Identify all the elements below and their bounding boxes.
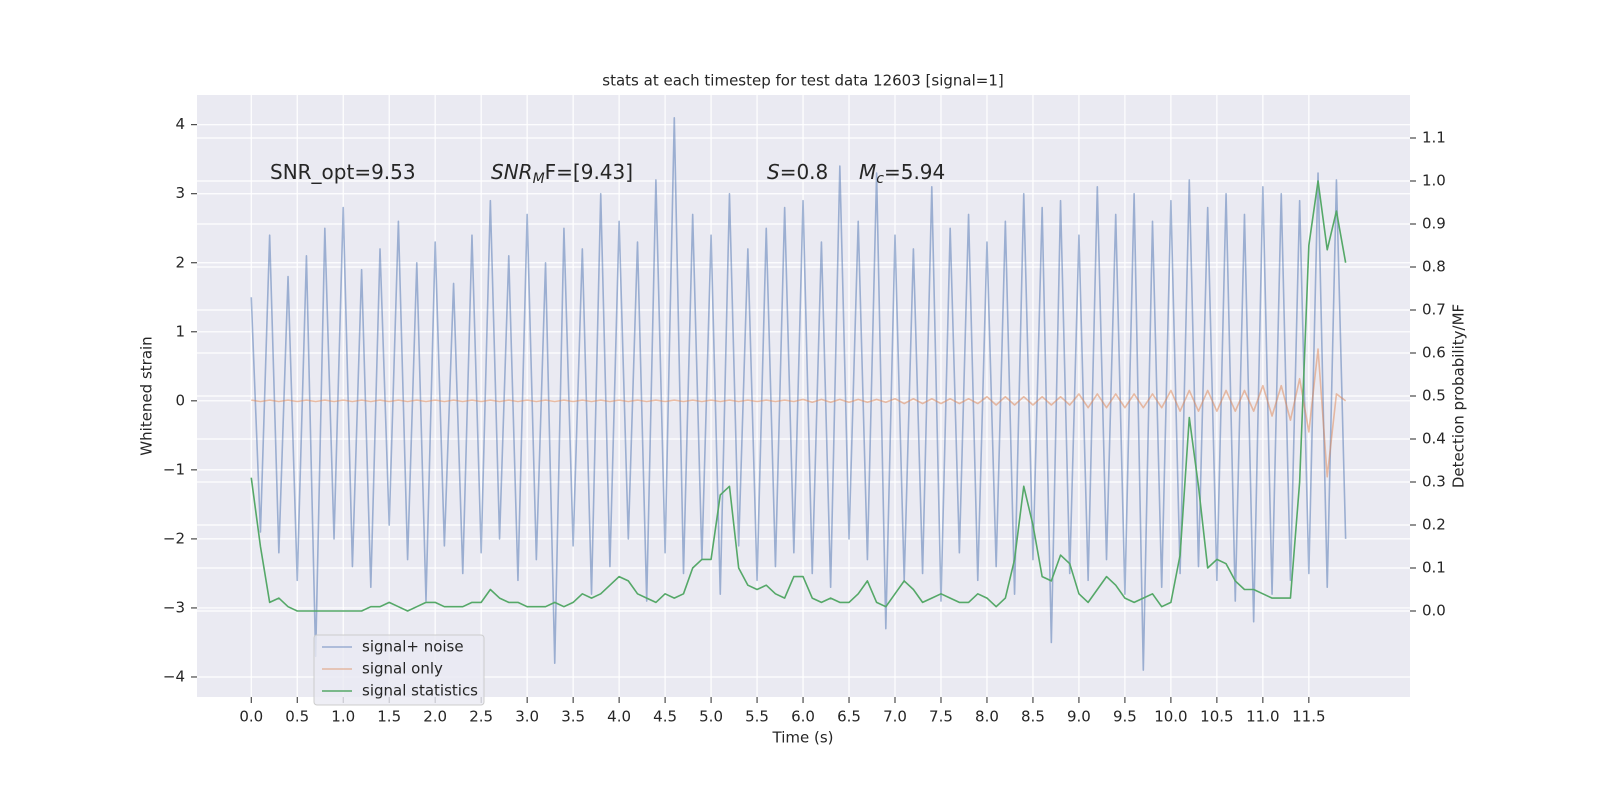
x-tick-label: 11.5 <box>1292 708 1325 726</box>
legend-label: signal only <box>362 660 443 678</box>
y2-tick-label: 0.5 <box>1422 387 1446 405</box>
legend-label: signal statistics <box>362 682 478 700</box>
x-tick-label: 5.0 <box>699 708 723 726</box>
y2-tick-label: 0.8 <box>1422 258 1446 276</box>
x-tick-label: 4.5 <box>653 708 677 726</box>
x-tick-label: 11.0 <box>1246 708 1279 726</box>
annotation-text: SNR <box>491 160 533 184</box>
y2-tick-label: 0.3 <box>1422 473 1446 491</box>
y-axis-label: Whitened strain <box>138 336 156 455</box>
x-tick-label: 3.0 <box>515 708 539 726</box>
annotation: SNR_opt=9.53 <box>270 160 416 184</box>
y-tick-label: 2 <box>175 253 185 271</box>
y-tick-label: 1 <box>175 322 185 340</box>
series-line <box>250 180 1347 612</box>
annotation-rest: F=[9.43] <box>545 160 633 184</box>
y2-tick-label: 0.9 <box>1422 215 1446 233</box>
annotation-text: M <box>859 160 876 184</box>
y2-tick-label: 0.2 <box>1422 516 1446 534</box>
annotation: Mc=5.94 <box>859 160 945 188</box>
x-tick-label: 6.0 <box>791 708 815 726</box>
y2-tick-label: 0.0 <box>1422 602 1446 620</box>
plot-lines <box>250 116 1347 671</box>
x-tick-label: 0.0 <box>239 708 263 726</box>
x-tick-label: 10.5 <box>1200 708 1233 726</box>
y-tick-label: 4 <box>175 115 185 133</box>
annotation-rest: =5.94 <box>884 160 945 184</box>
chart-title: stats at each timestep for test data 126… <box>602 72 1003 90</box>
y-tick-label: −4 <box>163 667 185 685</box>
legend-label: signal+ noise <box>362 638 464 656</box>
y2-tick-label: 0.4 <box>1422 430 1446 448</box>
x-tick-label: 8.5 <box>1021 708 1045 726</box>
annotation-text: SNR_opt=9.53 <box>270 160 416 184</box>
annotation-sub: c <box>876 171 884 187</box>
x-tick-label: 2.5 <box>469 708 493 726</box>
y2-tick-label: 1.1 <box>1422 129 1446 147</box>
x-tick-label: 1.5 <box>377 708 401 726</box>
y2-tick-label: 0.7 <box>1422 301 1446 319</box>
x-axis-label: Time (s) <box>772 729 834 747</box>
x-tick-label: 8.0 <box>975 708 999 726</box>
x-tick-label: 4.0 <box>607 708 631 726</box>
y2-tick-label: 0.6 <box>1422 344 1446 362</box>
annotation-sub: M <box>533 171 545 187</box>
x-tick-label: 7.5 <box>929 708 953 726</box>
y-tick-label: −3 <box>163 598 185 616</box>
series-line <box>250 116 1347 671</box>
annotation: SNRMF=[9.43] <box>491 160 633 188</box>
x-tick-label: 9.5 <box>1113 708 1137 726</box>
legend-box <box>313 634 485 706</box>
x-tick-label: 1.0 <box>331 708 355 726</box>
annotation-text: S <box>767 160 780 184</box>
y-tick-label: 3 <box>175 184 185 202</box>
y2-tick-label: 1.0 <box>1422 172 1446 190</box>
x-tick-label: 3.5 <box>561 708 585 726</box>
annotation: S=0.8 <box>767 160 828 184</box>
annotation-rest: =0.8 <box>780 160 829 184</box>
x-tick-label: 0.5 <box>285 708 309 726</box>
y-tick-label: −2 <box>163 529 185 547</box>
y2-axis-label: Detection probability/MF <box>1450 304 1468 488</box>
x-tick-label: 2.0 <box>423 708 447 726</box>
x-tick-label: 6.5 <box>837 708 861 726</box>
x-tick-label: 5.5 <box>745 708 769 726</box>
y2-tick-label: 0.1 <box>1422 559 1446 577</box>
series-line <box>251 348 1347 478</box>
x-tick-label: 9.0 <box>1067 708 1091 726</box>
y-tick-label: 0 <box>175 391 185 409</box>
y-tick-label: −1 <box>163 460 185 478</box>
x-tick-label: 10.0 <box>1154 708 1187 726</box>
x-tick-label: 7.0 <box>883 708 907 726</box>
